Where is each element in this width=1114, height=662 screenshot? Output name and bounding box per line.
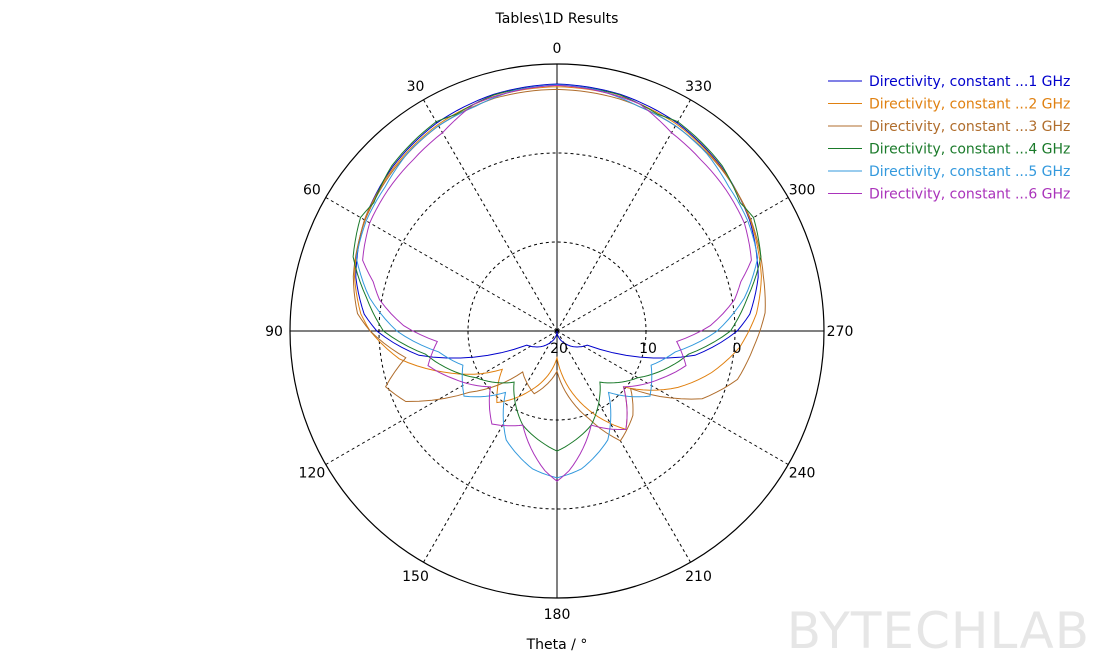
angle-tick-label: 210 bbox=[685, 569, 712, 585]
grid-spoke bbox=[423, 330, 558, 563]
radial-tick-labels: 20 10 0 bbox=[550, 341, 741, 357]
angle-tick-labels: 0 30 60 90 120 150 180 210 240 270 300 330 bbox=[265, 41, 853, 623]
series-layer bbox=[352, 83, 766, 482]
legend-entry: Directivity, constant ...6 GHz bbox=[869, 187, 1070, 203]
angle-tick-label: 90 bbox=[265, 324, 283, 340]
grid-spoke bbox=[325, 330, 558, 465]
series-line bbox=[362, 84, 752, 482]
series-line bbox=[353, 86, 762, 431]
chart-title: Tables\1D Results bbox=[495, 11, 619, 27]
angle-tick-label: 270 bbox=[827, 324, 854, 340]
grid-spoke bbox=[556, 330, 691, 563]
radial-tick-label: 20 bbox=[550, 341, 568, 357]
radial-tick-label: 10 bbox=[639, 341, 657, 357]
angle-tick-label: 180 bbox=[544, 607, 571, 623]
legend: Directivity, constant ...1 GHz Directivit… bbox=[828, 74, 1070, 203]
grid-spoke bbox=[423, 99, 558, 332]
legend-entry: Directivity, constant ...4 GHz bbox=[869, 142, 1070, 158]
angle-tick-label: 120 bbox=[299, 466, 326, 482]
angle-tick-label: 330 bbox=[685, 79, 712, 95]
angle-tick-label: 0 bbox=[553, 41, 562, 57]
legend-entry: Directivity, constant ...1 GHz bbox=[869, 74, 1070, 90]
radial-tick-label: 0 bbox=[733, 341, 742, 357]
series-line bbox=[352, 88, 766, 442]
angle-tick-label: 300 bbox=[789, 183, 816, 199]
watermark-logo: BYTECHLAB bbox=[787, 602, 1090, 660]
angle-tick-label: 30 bbox=[407, 79, 425, 95]
angle-tick-label: 150 bbox=[402, 569, 429, 585]
legend-entry: Directivity, constant ...3 GHz bbox=[869, 119, 1070, 135]
grid-spoke bbox=[556, 99, 691, 332]
series-line bbox=[352, 84, 762, 452]
angle-tick-label: 60 bbox=[303, 183, 321, 199]
angle-tick-label: 240 bbox=[789, 466, 816, 482]
series-line bbox=[355, 84, 759, 479]
x-axis-label: Theta / ° bbox=[526, 637, 588, 653]
legend-entry: Directivity, constant ...5 GHz bbox=[869, 164, 1070, 180]
legend-entry: Directivity, constant ...2 GHz bbox=[869, 97, 1070, 113]
